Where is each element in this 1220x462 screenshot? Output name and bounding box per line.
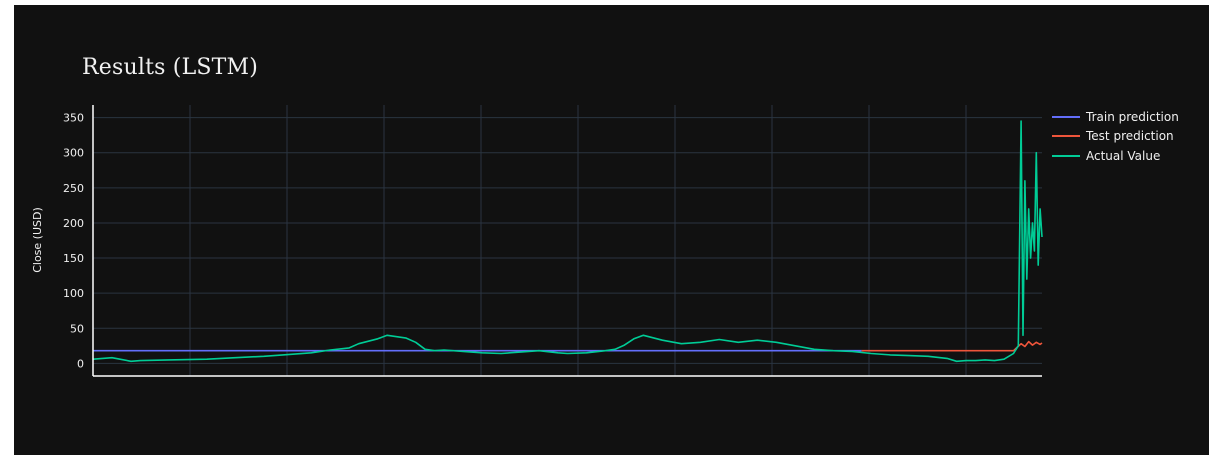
legend-item-train-prediction[interactable]: Train prediction [1052, 107, 1179, 127]
chart-container [14, 5, 1209, 455]
legend: Train prediction Test prediction Actual Va… [1052, 107, 1179, 166]
y-tick-label: 100 [63, 287, 84, 300]
legend-swatch [1052, 115, 1080, 118]
axis-layer: 0 50 100 150 200 250 300 350 [63, 105, 1042, 377]
legend-label: Actual Value [1086, 148, 1161, 163]
legend-swatch [1052, 154, 1080, 157]
legend-item-actual-value[interactable]: Actual Value [1052, 146, 1179, 166]
y-tick-label: 250 [63, 182, 84, 195]
y-tick-label: 200 [63, 217, 84, 230]
series-line-test-prediction [861, 340, 1043, 352]
legend-swatch [1052, 135, 1080, 138]
legend-item-test-prediction[interactable]: Test prediction [1052, 127, 1179, 147]
legend-label: Test prediction [1086, 129, 1174, 144]
y-axis-label: Close (USD) [31, 207, 44, 273]
series-line-actual-value [92, 120, 1043, 363]
y-tick-label: 300 [63, 147, 84, 160]
grid-layer [93, 105, 1042, 376]
y-tick-label: 0 [77, 357, 84, 370]
y-tick-label: 150 [63, 252, 84, 265]
y-tick-label: 50 [70, 322, 84, 335]
y-tick-label: 350 [63, 112, 84, 125]
legend-label: Train prediction [1086, 109, 1179, 124]
chart-title: Results (LSTM) [82, 55, 259, 80]
series-layer [92, 120, 1043, 363]
